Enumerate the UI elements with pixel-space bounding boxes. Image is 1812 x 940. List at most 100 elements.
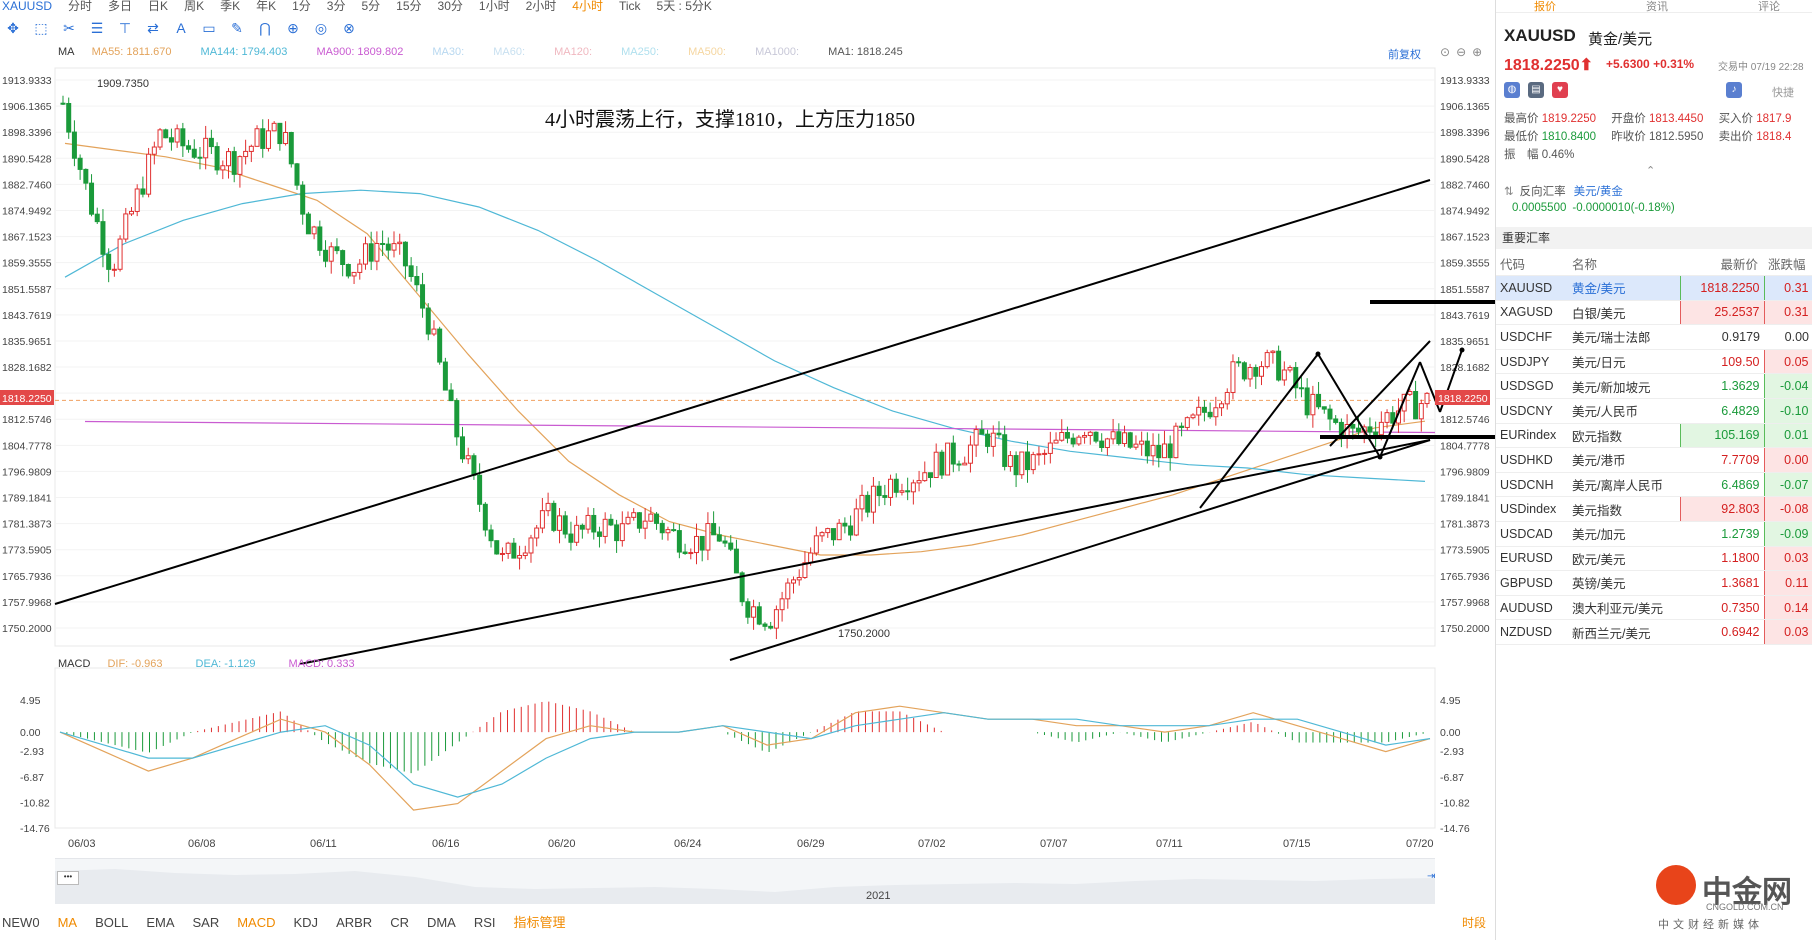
- magnet-icon[interactable]: ⋂: [259, 19, 271, 36]
- period-tab[interactable]: 季K: [220, 0, 241, 13]
- candle-body: [545, 502, 551, 512]
- candle-body: [111, 268, 117, 271]
- comment-icon[interactable]: ▭: [202, 19, 216, 36]
- scissors-icon[interactable]: ✂: [63, 19, 75, 36]
- table-row[interactable]: USDCHF 美元/瑞士法郎 0.9179 0.00: [1496, 324, 1812, 350]
- price-tick-left: 1750.2000: [2, 623, 52, 635]
- period-tab[interactable]: 5天 : 5分K: [656, 0, 712, 13]
- indicator-tab[interactable]: KDJ: [293, 915, 319, 930]
- period-tab[interactable]: 3分: [326, 0, 346, 13]
- table-row[interactable]: GBPUSD 英镑/美元 1.3681 0.11: [1496, 570, 1812, 596]
- table-row[interactable]: NZDUSD 新西兰元/美元 0.6942 0.03: [1496, 619, 1812, 645]
- column-header[interactable]: 代码: [1496, 251, 1568, 276]
- period-tab[interactable]: 多日: [108, 0, 133, 13]
- candle-body: [1390, 412, 1396, 424]
- indicator-tab[interactable]: NEW0: [2, 915, 40, 930]
- tab-comments[interactable]: 评论: [1758, 1, 1780, 13]
- session-button[interactable]: 时段: [1462, 916, 1487, 930]
- crosshair-icon[interactable]: ✥: [7, 19, 19, 36]
- candle-body: [933, 451, 939, 479]
- candle-body: [60, 102, 66, 105]
- period-tab[interactable]: 5分: [361, 0, 381, 13]
- table-row[interactable]: EURUSD 欧元/美元 1.1800 0.03: [1496, 545, 1812, 572]
- crop-icon[interactable]: ⬚: [34, 19, 48, 36]
- dea-label: DEA: -1.129: [195, 658, 256, 670]
- indicator-tab[interactable]: CR: [390, 915, 409, 930]
- trash-icon[interactable]: ⊗: [343, 19, 355, 36]
- indicator-tab[interactable]: EMA: [146, 915, 175, 930]
- document-icon[interactable]: ▤: [1528, 82, 1544, 98]
- lock-icon[interactable]: ⊕: [287, 19, 299, 36]
- candle-body: [768, 625, 774, 629]
- column-header[interactable]: 涨跌幅: [1764, 251, 1812, 276]
- navigator-handle-right[interactable]: ⇥: [1427, 871, 1436, 882]
- tab-quote[interactable]: 报价: [1534, 1, 1556, 13]
- pen-icon[interactable]: ✎: [231, 19, 243, 36]
- table-row[interactable]: EURindex 欧元指数 105.169 0.01: [1496, 422, 1812, 449]
- arrows-icon[interactable]: ⇄: [147, 19, 159, 36]
- candle-body: [528, 537, 534, 554]
- indicator-tab[interactable]: MA: [57, 915, 78, 930]
- indicator-tab[interactable]: DMA: [426, 915, 456, 930]
- price-chart[interactable]: 1913.9333 1913.9333 1906.1365 1906.1365 1898…: [0, 0, 1495, 940]
- period-tab[interactable]: 周K: [184, 0, 205, 13]
- globe-icon[interactable]: ◍: [1504, 82, 1520, 98]
- table-row[interactable]: USDindex 美元指数 92.803 -0.08: [1496, 496, 1812, 522]
- reverse-pair[interactable]: 美元/黄金: [1573, 186, 1623, 198]
- period-tab[interactable]: 1分: [292, 0, 311, 13]
- toggle-icon[interactable]: ⊙: [1440, 45, 1457, 59]
- table-row[interactable]: USDHKD 美元/港币 7.7709 0.00: [1496, 447, 1812, 473]
- column-header[interactable]: 名称: [1568, 251, 1680, 276]
- eye-icon[interactable]: ◎: [314, 19, 328, 36]
- tab-news[interactable]: 资讯: [1646, 1, 1668, 13]
- period-tab[interactable]: 年K: [256, 0, 277, 13]
- low-value: 1810.8400: [1541, 131, 1597, 143]
- time-navigator[interactable]: ••• ⇥: [55, 858, 1435, 904]
- table-row[interactable]: XAUUSD 黄金/美元 1818.2250 0.31: [1496, 275, 1812, 301]
- period-tab[interactable]: 日K: [148, 0, 169, 13]
- period-tab[interactable]: 15分: [396, 0, 422, 13]
- period-tab[interactable]: 2小时: [525, 0, 557, 13]
- period-tab[interactable]: 1小时: [478, 0, 510, 13]
- pin-icon[interactable]: ⊤: [118, 19, 132, 36]
- text-icon[interactable]: A: [176, 20, 186, 36]
- symbol-tab[interactable]: XAUUSD: [2, 0, 53, 13]
- indicator-tab[interactable]: BOLL: [95, 915, 129, 930]
- heart-icon[interactable]: ♥: [1552, 82, 1568, 98]
- candle-body: [134, 188, 140, 212]
- column-header[interactable]: 最新价: [1680, 251, 1764, 276]
- rate-code: USDJPY: [1496, 349, 1568, 375]
- table-row[interactable]: USDSGD 美元/新加坡元 1.3629 -0.04: [1496, 373, 1812, 399]
- table-row[interactable]: USDCNY 美元/人民币 6.4829 -0.10: [1496, 397, 1812, 424]
- indicator-tab[interactable]: ARBR: [336, 915, 373, 930]
- candle-body: [585, 514, 591, 530]
- swap-icon[interactable]: ⇅: [1504, 186, 1514, 198]
- table-row[interactable]: USDCNH 美元/离岸人民币 6.4869 -0.07: [1496, 471, 1812, 498]
- arrow-head: [1459, 347, 1465, 353]
- period-tab[interactable]: 30分: [437, 0, 463, 13]
- table-row[interactable]: AUDUSD 澳大利亚元/美元 0.7350 0.14: [1496, 594, 1812, 621]
- period-tab[interactable]: 4小时: [572, 0, 603, 13]
- adjust-button[interactable]: 前复权: [1388, 49, 1421, 61]
- quick-button[interactable]: 快捷: [1772, 87, 1794, 99]
- plus-icon[interactable]: ⊕: [1472, 45, 1489, 59]
- indicator-tab[interactable]: 指标管理: [513, 915, 566, 930]
- indicator-tab[interactable]: SAR: [192, 915, 220, 930]
- table-row[interactable]: USDCAD 美元/加元 1.2739 -0.09: [1496, 520, 1812, 547]
- period-tab[interactable]: 分时: [68, 0, 93, 13]
- chevron-up-icon[interactable]: ⌃: [1646, 165, 1656, 177]
- list-icon[interactable]: ☰: [90, 19, 104, 36]
- bell-icon[interactable]: ♪: [1726, 82, 1742, 98]
- indicator-tab[interactable]: RSI: [473, 915, 496, 930]
- table-row[interactable]: USDJPY 美元/日元 109.50 0.05: [1496, 348, 1812, 375]
- rate-price: 109.50: [1680, 349, 1764, 375]
- ma-title[interactable]: MA: [58, 46, 75, 58]
- macd-title[interactable]: MACD: [58, 658, 91, 670]
- macd-tick-left: -14.76: [20, 823, 50, 835]
- table-row[interactable]: XAGUSD 白银/美元 25.2537 0.31: [1496, 299, 1812, 326]
- navigator-handle-left[interactable]: •••: [57, 871, 79, 885]
- indicator-tab[interactable]: MACD: [237, 915, 276, 930]
- period-tab[interactable]: Tick: [618, 0, 641, 13]
- price-tick-left: 1828.1682: [2, 362, 52, 374]
- minus-icon[interactable]: ⊖: [1456, 45, 1473, 59]
